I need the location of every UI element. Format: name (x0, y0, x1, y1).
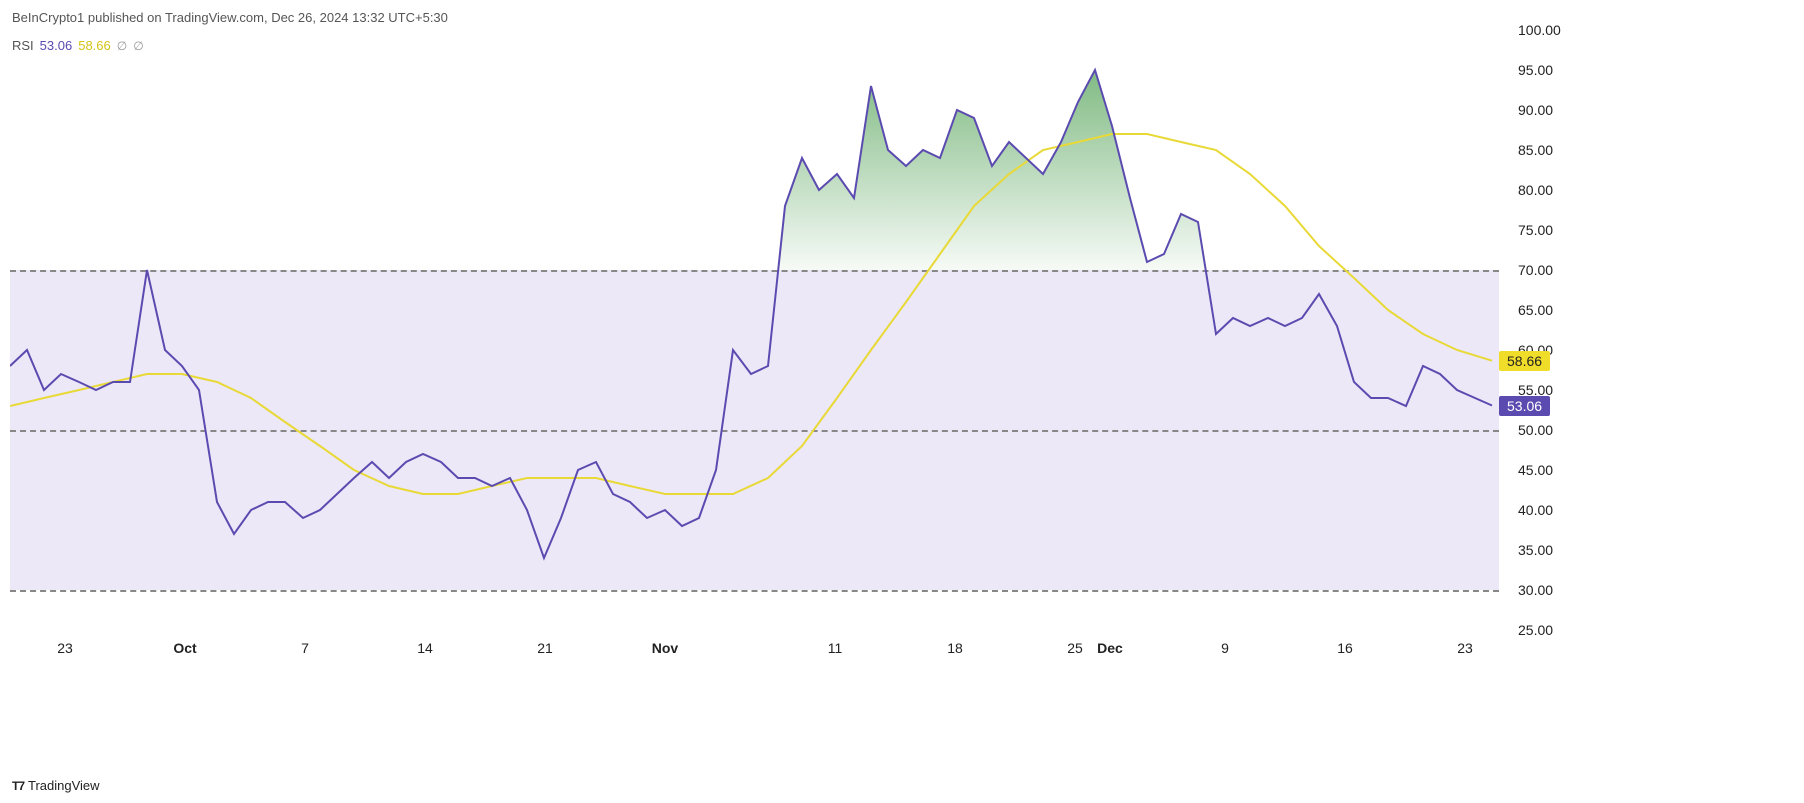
x-tick-label: 16 (1337, 640, 1353, 656)
y-tick-label: 25.00 (1518, 622, 1553, 638)
x-tick-label: 25 (1067, 640, 1083, 656)
x-tick-label: 23 (57, 640, 73, 656)
chart-svg (10, 30, 1499, 630)
rsi-ma-line (10, 134, 1492, 494)
x-tick-label: 23 (1457, 640, 1473, 656)
tv-logo-icon: T7 (12, 779, 24, 793)
y-tick-label: 40.00 (1518, 502, 1553, 518)
y-tick-label: 50.00 (1518, 422, 1553, 438)
y-tick-label: 95.00 (1518, 62, 1553, 78)
y-tick-label: 90.00 (1518, 102, 1553, 118)
publish-text: BeInCrypto1 published on TradingView.com… (12, 10, 448, 25)
x-tick-label: 11 (828, 640, 843, 656)
y-tick-label: 30.00 (1518, 582, 1553, 598)
y-tick-label: 75.00 (1518, 222, 1553, 238)
current-value-tag: 58.66 (1499, 351, 1550, 371)
x-tick-label: 14 (417, 640, 433, 656)
x-tick-label: 9 (1221, 640, 1229, 656)
current-value-tag: 53.06 (1499, 396, 1550, 416)
y-tick-label: 65.00 (1518, 302, 1553, 318)
x-tick-label: Oct (173, 640, 196, 656)
y-tick-label: 45.00 (1518, 462, 1553, 478)
y-tick-label: 70.00 (1518, 262, 1553, 278)
tradingview-footer: T7 TradingView (12, 778, 100, 793)
x-tick-label: 21 (537, 640, 553, 656)
y-axis[interactable]: 25.0030.0035.0040.0045.0050.0055.0060.00… (1510, 30, 1580, 630)
x-tick-label: 7 (301, 640, 309, 656)
y-tick-label: 35.00 (1518, 542, 1553, 558)
y-tick-label: 85.00 (1518, 142, 1553, 158)
x-axis[interactable]: 23 Oct 7 14 21 Nov 11 18 25 Dec 9 16 23 (10, 640, 1499, 670)
y-tick-label: 80.00 (1518, 182, 1553, 198)
x-tick-label: 18 (947, 640, 963, 656)
y-tick-label: 100.00 (1518, 22, 1561, 38)
tv-brand: TradingView (28, 778, 100, 793)
x-tick-label: Nov (652, 640, 678, 656)
rsi-chart[interactable] (10, 30, 1499, 630)
publish-header: BeInCrypto1 published on TradingView.com… (12, 10, 448, 25)
x-tick-label: Dec (1097, 640, 1123, 656)
